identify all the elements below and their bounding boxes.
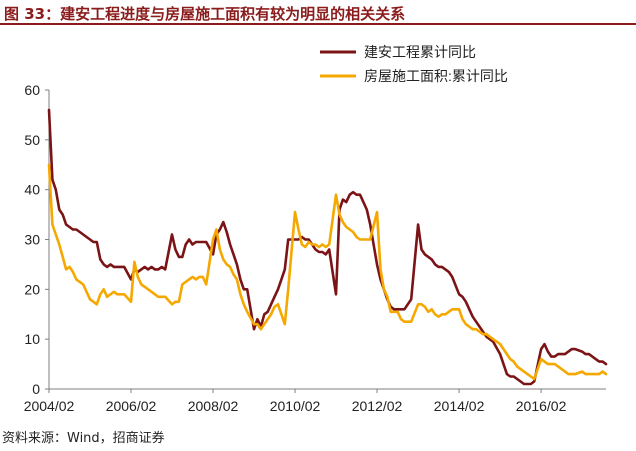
x-tick-label: 2004/02	[24, 398, 75, 414]
series-line-2	[47, 163, 608, 381]
x-tick-label: 2006/02	[106, 398, 157, 414]
title-bar: 图 33：建安工程进度与房屋施工面积有较为明显的相关关系	[0, 0, 636, 25]
y-tick-label: 10	[24, 331, 40, 347]
x-tick-label: 2012/02	[352, 398, 403, 414]
x-tick-label: 2008/02	[188, 398, 239, 414]
y-tick-label: 60	[24, 82, 40, 98]
series-line-1	[47, 108, 608, 386]
x-tick-label: 2016/02	[516, 398, 567, 414]
x-tick-label: 2010/02	[270, 398, 321, 414]
x-tick-label: 2014/02	[434, 398, 485, 414]
y-tick-label: 30	[24, 232, 40, 248]
y-tick-label: 40	[24, 182, 40, 198]
y-tick-label: 0	[32, 381, 40, 397]
y-tick-label: 50	[24, 132, 40, 148]
legend-label-1: 建安工程累计同比	[364, 44, 476, 60]
source-note: 资料来源：Wind，招商证券	[2, 431, 165, 446]
y-tick-label: 20	[24, 281, 40, 297]
legend-label-2: 房屋施工面积:累计同比	[364, 68, 508, 84]
chart-title: 图 33：建安工程进度与房屋施工面积有较为明显的相关关系	[4, 5, 406, 23]
